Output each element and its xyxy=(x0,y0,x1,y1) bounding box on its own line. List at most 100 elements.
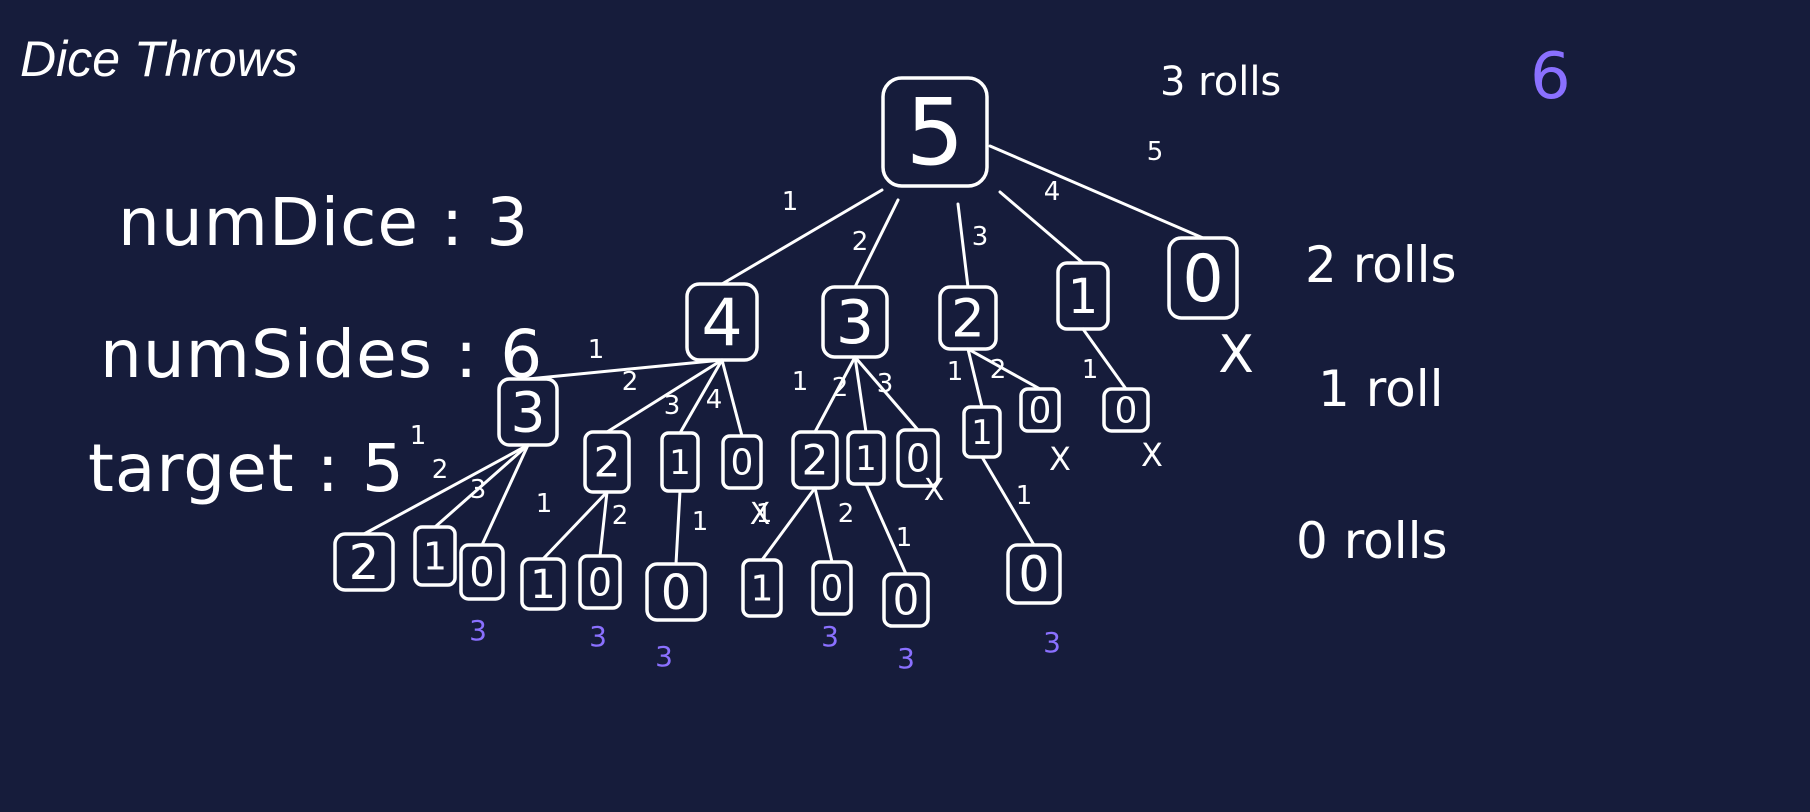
invalid-branch-mark: X xyxy=(1049,440,1071,478)
tree-edge xyxy=(813,486,834,564)
edge-label: 2 xyxy=(432,455,449,485)
edge-label: 1 xyxy=(1082,355,1099,385)
node-value: 0 xyxy=(661,565,692,621)
level1-node: 1 xyxy=(1056,261,1110,331)
edge-label: 1 xyxy=(410,421,427,451)
level2-node: 0 xyxy=(896,428,940,488)
tree-edge xyxy=(998,190,1085,265)
node-value: 1 xyxy=(423,534,447,578)
node-value: 1 xyxy=(971,413,993,453)
invalid-branch-mark: X xyxy=(1218,325,1254,385)
tree-edge xyxy=(966,347,984,409)
invalid-branch-mark: X xyxy=(750,497,771,532)
edge-label: 3 xyxy=(877,369,894,399)
node-value: 0 xyxy=(1029,391,1052,432)
edge-label: 1 xyxy=(947,357,964,387)
edge-label: 5 xyxy=(1147,137,1164,167)
node-value: 0 xyxy=(731,443,754,484)
edge-label: 1 xyxy=(1016,481,1033,511)
level3-node: 0 xyxy=(1006,543,1062,605)
level3-node: 0 xyxy=(882,572,930,628)
invalid-branch-mark: X xyxy=(924,473,945,508)
level3-node: 0 xyxy=(578,554,622,610)
edge-label: 2 xyxy=(852,227,869,257)
level2-node: 1 xyxy=(962,405,1002,459)
level2-node: 1 xyxy=(846,430,886,486)
edge-label: 1 xyxy=(896,523,913,553)
node-value: 1 xyxy=(1068,269,1099,325)
node-value: 2 xyxy=(349,535,380,591)
node-value: 2 xyxy=(951,289,985,350)
level-two-rolls: 2 rolls xyxy=(1305,236,1457,294)
edge-label: 2 xyxy=(832,373,849,403)
edge-label: 1 xyxy=(792,367,809,397)
node-value: 2 xyxy=(802,436,829,485)
tree-edge xyxy=(526,358,724,381)
node-value: 0 xyxy=(588,560,612,604)
level2-node: 0 xyxy=(1102,387,1150,433)
success-mark: 3 xyxy=(821,620,839,653)
tree-edge xyxy=(853,355,868,434)
edge-label: 3 xyxy=(664,391,681,421)
tree-edge xyxy=(598,490,609,558)
edge-label: 2 xyxy=(838,499,855,529)
node-value: 0 xyxy=(1018,546,1049,603)
tree-edge xyxy=(956,202,970,289)
node-value: 0 xyxy=(906,436,930,480)
tree-edge xyxy=(980,455,1036,547)
tree-edge xyxy=(720,358,744,438)
num-dice-param: numDice : 3 xyxy=(118,184,530,261)
edge-label: 2 xyxy=(612,501,629,531)
edge-label: 4 xyxy=(706,385,723,415)
tree-edge xyxy=(605,358,724,434)
edge-label: 3 xyxy=(972,222,989,252)
tree-edge xyxy=(853,355,920,432)
answer-count: 6 xyxy=(1530,40,1571,114)
node-value: 3 xyxy=(836,288,874,358)
node-value: 0 xyxy=(1182,242,1223,317)
edge-label: 1 xyxy=(588,335,605,365)
tree-edge xyxy=(760,486,817,562)
level3-node: 1 xyxy=(520,557,566,611)
level2-node: 0 xyxy=(721,434,763,490)
level1-node: 3 xyxy=(821,285,889,359)
tree-edge xyxy=(813,355,857,434)
root-node: 5 xyxy=(881,76,989,188)
level3-node: 0 xyxy=(811,560,853,616)
success-mark: 3 xyxy=(1043,626,1061,659)
level-one-roll: 1 roll xyxy=(1318,360,1444,418)
level3-node: 2 xyxy=(333,532,395,592)
node-value: 0 xyxy=(469,550,494,596)
edge-label: 2 xyxy=(990,355,1007,385)
edge-label: 2 xyxy=(622,367,639,397)
node-value: 0 xyxy=(1115,391,1138,432)
level1-node: 0 xyxy=(1167,236,1239,320)
level3-node: 0 xyxy=(459,543,505,601)
node-value: 4 xyxy=(701,286,742,361)
edge-label: 3 xyxy=(470,475,487,505)
num-sides-param: numSides : 6 xyxy=(100,316,544,393)
level1-node: 2 xyxy=(938,285,998,351)
success-mark: 3 xyxy=(655,640,673,673)
level2-node: 3 xyxy=(497,377,559,447)
level-zero-rolls: 0 rolls xyxy=(1296,512,1448,570)
level1-node: 4 xyxy=(685,282,759,362)
node-value: 5 xyxy=(906,79,965,186)
success-mark: 3 xyxy=(589,620,607,653)
level-three-rolls: 3 rolls xyxy=(1160,59,1282,105)
tree-edge xyxy=(362,443,530,536)
tree-edge xyxy=(678,358,724,435)
level3-node: 1 xyxy=(413,525,457,587)
node-value: 0 xyxy=(893,576,920,625)
success-mark: 3 xyxy=(897,642,915,675)
tree-edge xyxy=(541,490,609,561)
level3-node: 1 xyxy=(741,558,783,618)
node-value: 1 xyxy=(751,569,774,610)
level2-node: 0 xyxy=(1019,387,1061,433)
tree-edge xyxy=(1081,327,1128,391)
tree-edge xyxy=(853,198,900,289)
invalid-branch-mark: X xyxy=(1141,436,1163,474)
level2-node: 2 xyxy=(583,430,631,494)
node-value: 2 xyxy=(594,438,621,487)
